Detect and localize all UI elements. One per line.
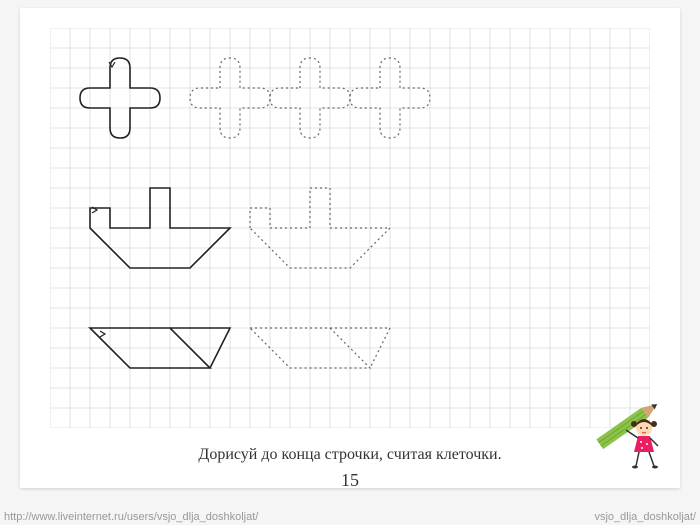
- footer-url-right: vsjo_dlja_doshkoljat/: [594, 511, 696, 523]
- grid-drawing-area: [50, 28, 650, 428]
- worksheet-page: Дорисуй до конца строчки, считая клеточк…: [20, 8, 680, 488]
- instruction-text: Дорисуй до конца строчки, считая клеточк…: [20, 446, 680, 464]
- cross-solid: [80, 58, 160, 138]
- shapes-layer: [80, 58, 430, 368]
- girl-leg: [636, 452, 639, 466]
- mascot-girl-pencil: [584, 380, 674, 470]
- start-arrow-icon: [100, 331, 105, 337]
- footer-url-left: http://www.liveinternet.ru/users/vsjo_dl…: [4, 511, 258, 523]
- girl-arm: [626, 430, 638, 438]
- page-number: 15: [20, 470, 680, 491]
